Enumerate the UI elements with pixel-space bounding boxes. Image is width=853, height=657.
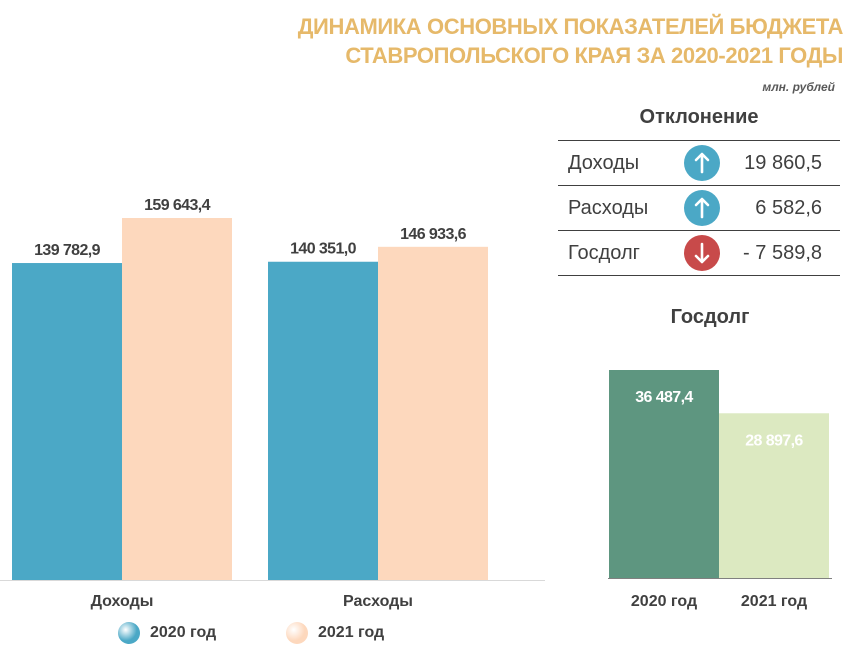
legend-item-2020: 2020 год [118, 622, 216, 644]
data-label: 139 782,9 [34, 242, 100, 259]
data-label: 146 933,6 [400, 226, 466, 243]
category-label: Расходы [343, 593, 413, 610]
title-line-1: ДИНАМИКА ОСНОВНЫХ ПОКАЗАТЕЛЕЙ БЮДЖЕТА [297, 14, 844, 39]
arrow-up-icon [694, 152, 710, 174]
data-label: 140 351,0 [290, 241, 356, 258]
debt-bar-1 [719, 413, 829, 578]
deviation-value: - 7 589,8 [743, 241, 822, 264]
bar-2020-1 [268, 261, 378, 580]
legend-dot-icon [118, 622, 140, 644]
deviation-row-debt: Госдолг - 7 589,8 [558, 231, 840, 276]
arrow-down-icon [684, 235, 720, 271]
bar-2021-1 [378, 246, 488, 580]
main-bar-chart: 139 782,9 159 643,4 Доходы 140 351,0 146 933… [0, 197, 545, 610]
category-label: 2020 год [631, 593, 697, 610]
title-line-2: СТАВРОПОЛЬСКОГО КРАЯ ЗА 2020-2021 ГОДЫ [345, 43, 843, 68]
legend-dot-icon [286, 622, 308, 644]
debt-bar-0 [609, 370, 719, 578]
deviation-label: Госдолг [568, 241, 640, 264]
legend-label: 2021 год [318, 624, 385, 641]
deviation-label: Доходы [568, 151, 640, 174]
arrow-up-icon [684, 190, 720, 226]
data-label: 159 643,4 [144, 197, 210, 214]
units-label: млн. рублей [762, 80, 835, 94]
deviation-row-expenses: Расходы 6 582,6 [558, 186, 840, 231]
deviation-value: 6 582,6 [755, 196, 822, 219]
debt-bar-chart: 36 487,4 2020 год 28 897,6 2021 год [608, 370, 832, 610]
deviation-row-income: Доходы 19 860,5 [558, 141, 840, 186]
bar-2020-0 [12, 263, 122, 580]
arrow-up-icon [684, 145, 720, 181]
bar-2021-0 [122, 218, 232, 580]
arrow-down-icon [694, 242, 710, 264]
deviation-title: Отклонение [639, 106, 759, 128]
debt-chart-title: Госдолг [670, 306, 750, 328]
category-label: 2021 год [741, 593, 807, 610]
chart-title: ДИНАМИКА ОСНОВНЫХ ПОКАЗАТЕЛЕЙ БЮДЖЕТА СТ… [243, 12, 844, 70]
deviation-value: 19 860,5 [744, 151, 822, 174]
legend-item-2021: 2021 год [286, 622, 384, 644]
deviation-label: Расходы [568, 196, 649, 219]
data-label: 36 487,4 [635, 389, 693, 406]
category-label: Доходы [91, 593, 154, 610]
legend-label: 2020 год [150, 624, 217, 641]
deviation-table: Доходы 19 860,5 Расходы 6 582,6 Госдолг … [558, 140, 840, 276]
data-label: 28 897,6 [745, 432, 803, 449]
arrow-up-icon [694, 197, 710, 219]
